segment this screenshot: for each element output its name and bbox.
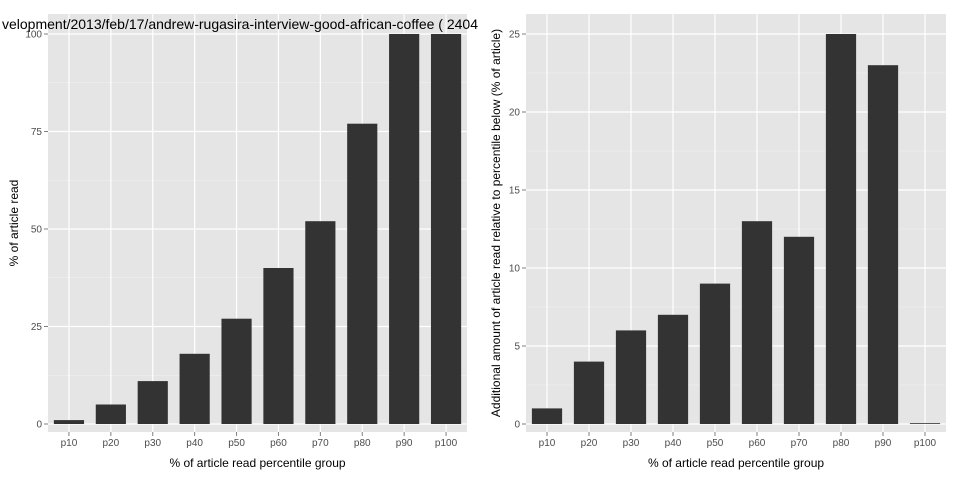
x-tick-label: p100 [435,438,458,449]
bar-p30 [137,381,168,424]
x-tick-label: p100 [914,438,937,449]
chart-title: velopment/2013/feb/17/andrew-rugasira-in… [2,16,478,32]
x-tick-label: p60 [749,438,766,449]
x-tick-label: p80 [354,438,371,449]
y-tick-label: 75 [31,127,43,138]
bar-p60 [741,221,773,424]
x-tick-label: p60 [270,438,287,449]
x-tick-label: p90 [875,438,892,449]
x-tick-label: p40 [665,438,682,449]
bar-p40 [657,314,689,424]
y-tick-label: 5 [514,342,520,353]
x-tick-label: p50 [228,438,245,449]
bar-p30 [615,330,647,424]
y-axis-title: % of article read [7,180,21,267]
x-tick-label: p10 [539,438,556,449]
bar-p100 [430,34,462,424]
y-tick-label: 20 [509,108,521,119]
bar-p60 [263,268,294,424]
bar-p100 [909,423,941,424]
bar-p90 [389,34,420,424]
x-tick-label: p90 [396,438,413,449]
y-tick-label: 25 [509,30,521,41]
x-tick-label: p20 [581,438,598,449]
bar-p80 [347,123,378,424]
y-tick-label: 100 [25,30,42,41]
chart-left: 0 25 50 75 100 p10 p20 p30 p40 p50 p60 p70 p80 p90 p10… [2,14,478,470]
y-tick-label: 50 [31,225,43,236]
bar-p20 [573,361,605,424]
bar-p20 [95,404,126,424]
x-tick-label: p30 [623,438,640,449]
bar-p90 [867,65,899,424]
x-tick-label: p40 [186,438,203,449]
x-tick-label: p70 [312,438,329,449]
y-tick-label: 0 [514,420,520,431]
y-tick-label: 25 [31,322,43,333]
chart-right: 0 5 10 15 20 25 p10 p20 p30 p40 p50 p60 p70 p80 p90 p10… [489,14,946,470]
bar-p10 [53,420,85,424]
x-tick-label: p10 [61,438,78,449]
x-axis-title: % of article read percentile group [648,456,824,470]
bar-p50 [221,318,252,424]
y-axis-title: Additional amount of article read relati… [489,29,503,417]
bar-p40 [179,353,210,424]
bar-p70 [783,236,815,424]
x-axis-title: % of article read percentile group [169,456,345,470]
y-tick-label: 15 [509,186,521,197]
y-tick-label: 10 [509,264,521,275]
y-tick-label: 0 [36,420,42,431]
x-tick-label: p20 [103,438,120,449]
x-tick-label: p80 [833,438,850,449]
x-tick-label: p30 [144,438,161,449]
x-tick-label: p70 [791,438,808,449]
bar-p80 [825,34,857,424]
bar-p50 [699,283,731,424]
bar-p70 [305,221,336,424]
x-tick-label: p50 [707,438,724,449]
bar-p10 [531,408,563,424]
